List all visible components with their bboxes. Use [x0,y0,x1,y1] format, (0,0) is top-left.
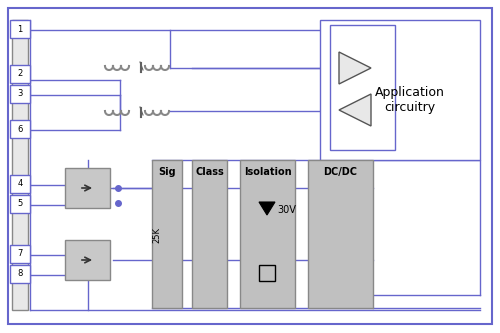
Text: DC/DC: DC/DC [324,167,358,177]
Text: Class: Class [195,167,224,177]
Bar [10,195,30,213]
Text: 5: 5 [18,199,22,208]
Bar [10,120,30,138]
Text: 2: 2 [18,70,22,79]
Bar [308,160,373,308]
Bar [12,20,28,310]
Bar [152,160,182,308]
Text: 3: 3 [18,90,22,99]
Text: 1: 1 [18,25,22,34]
Bar [330,25,395,150]
Text: Application
circuitry: Application circuitry [375,86,445,114]
Bar [240,160,295,308]
Bar [65,168,110,208]
Bar [10,175,30,193]
Bar [10,245,30,263]
Text: 6: 6 [18,125,22,134]
Polygon shape [259,202,275,215]
Bar [10,65,30,83]
Bar [259,265,275,281]
Text: 8: 8 [18,269,22,278]
Bar [10,85,30,103]
Bar [320,20,480,160]
Bar [65,240,110,280]
Polygon shape [339,94,371,126]
Text: 7: 7 [18,249,22,258]
Text: 30V: 30V [277,205,296,215]
Text: Sig: Sig [158,167,176,177]
Text: Isolation: Isolation [244,167,292,177]
Text: 25K: 25K [152,227,162,243]
Bar [10,20,30,38]
Bar [192,160,227,308]
Polygon shape [339,52,371,84]
Bar [10,265,30,283]
Text: 4: 4 [18,179,22,188]
